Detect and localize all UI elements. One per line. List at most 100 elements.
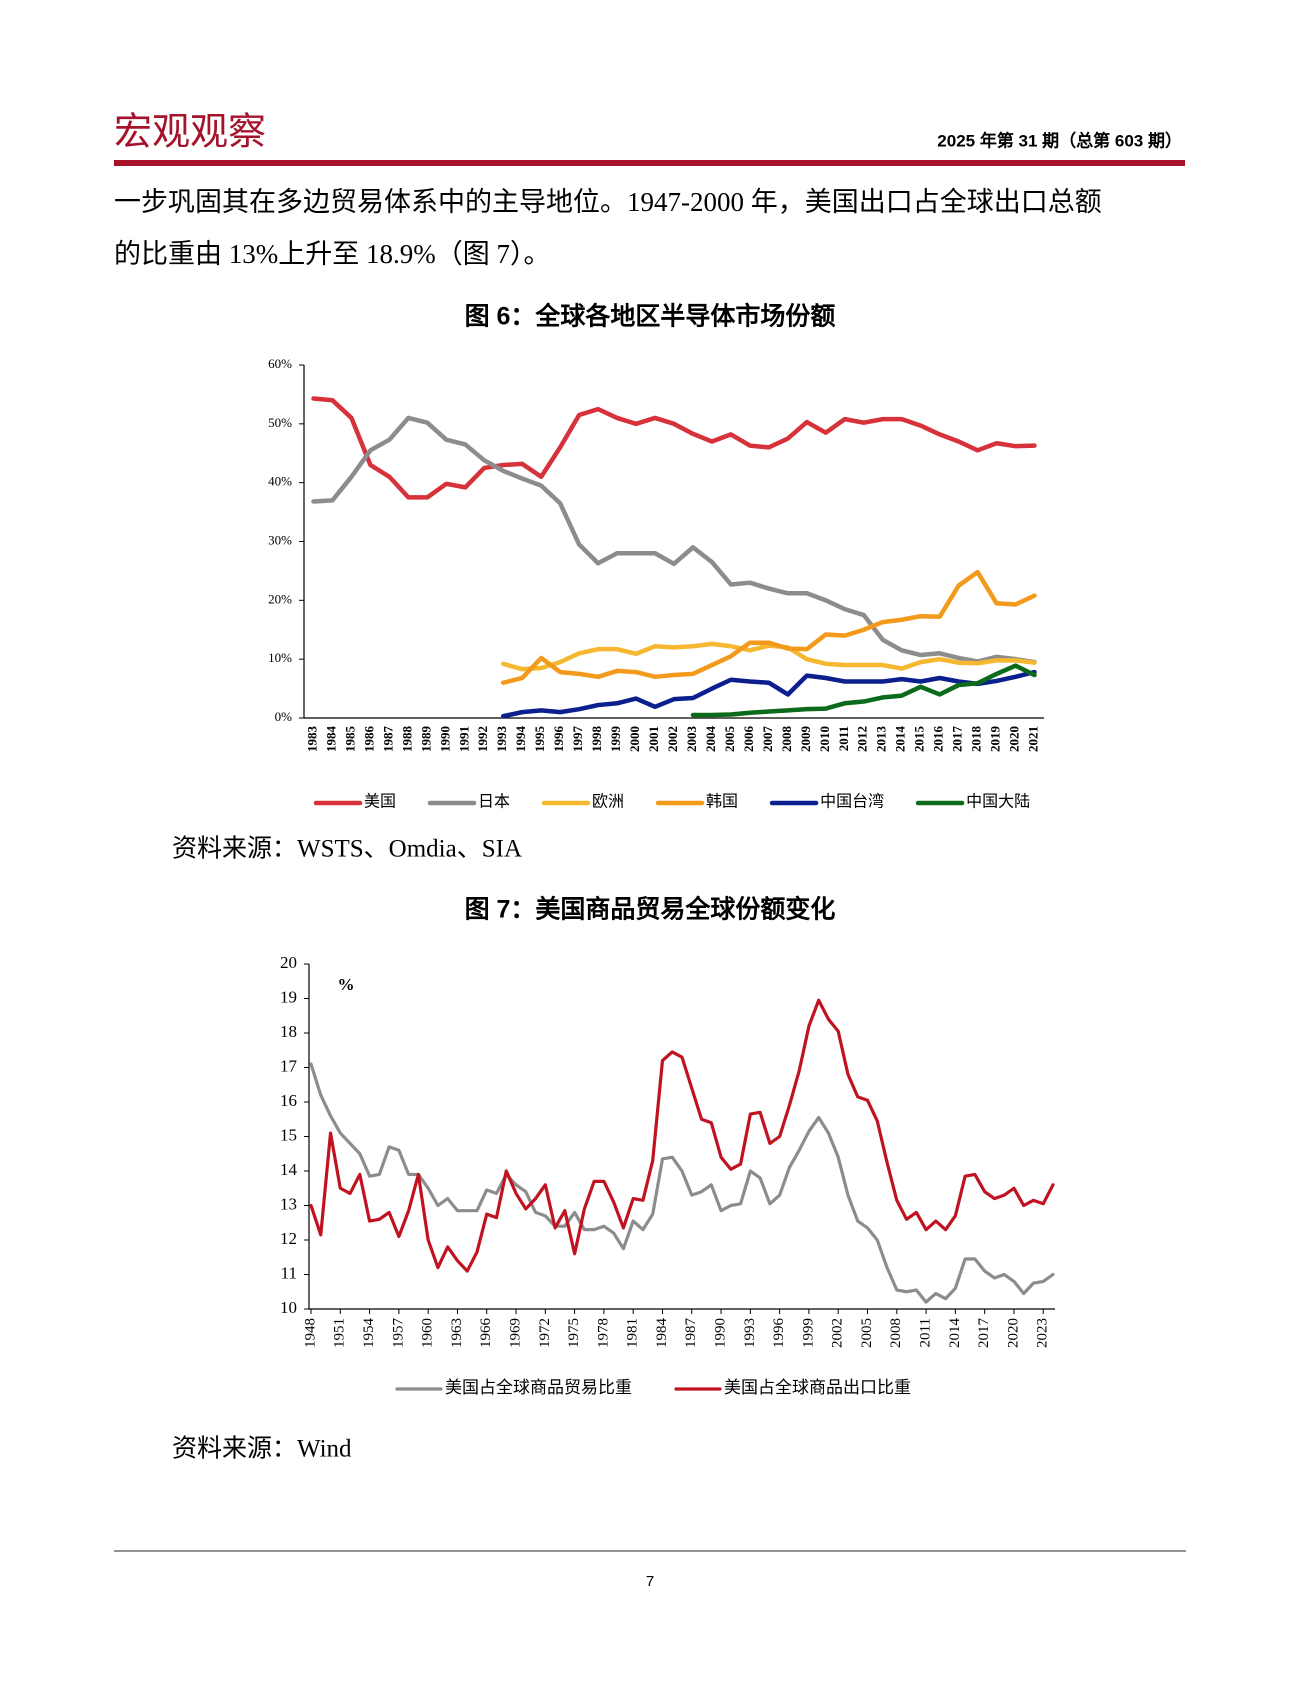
source-note: 资料来源：WSTS、Omdia、SIA <box>172 835 522 863</box>
x-tick-label: 2014 <box>947 1318 963 1349</box>
x-tick-label: 2013 <box>874 726 889 753</box>
y-tick-label: 13 <box>280 1194 297 1213</box>
legend-label: 韩国 <box>706 793 738 811</box>
x-tick-label: 2020 <box>1007 726 1022 752</box>
data-line <box>690 663 1037 718</box>
x-tick-label: 1990 <box>712 1318 728 1348</box>
x-tick-label: 2008 <box>779 726 794 753</box>
data-line <box>500 669 1037 719</box>
data-line <box>309 1062 1055 1304</box>
legend-label: 美国 <box>364 793 396 811</box>
x-tick-label: 2020 <box>1005 1318 1021 1348</box>
x-tick-label: 1978 <box>595 1318 611 1348</box>
x-tick-label: 2014 <box>893 726 908 753</box>
y-tick-label: 20% <box>268 591 292 606</box>
data-line <box>500 641 1037 672</box>
x-tick-label: 1995 <box>532 726 547 753</box>
x-tick-label: 1991 <box>456 726 471 752</box>
data-line <box>311 396 1037 500</box>
x-tick-label: 1990 <box>437 726 452 752</box>
x-tick-label: 1987 <box>380 726 395 753</box>
x-tick-label: 2005 <box>859 1318 875 1348</box>
y-tick-label: 14 <box>280 1160 298 1179</box>
x-tick-label: 1999 <box>800 1318 816 1348</box>
y-tick-label: 17 <box>280 1056 298 1075</box>
x-tick-label: 1975 <box>566 1318 582 1348</box>
x-tick-label: 2015 <box>912 726 927 753</box>
x-tick-label: 2002 <box>665 726 680 752</box>
legend-label: 美国占全球商品出口比重 <box>724 1378 911 1397</box>
header-rule <box>114 160 1185 166</box>
x-tick-label: 1960 <box>420 1318 436 1348</box>
legend-label: 欧洲 <box>592 793 624 811</box>
x-tick-label: 1996 <box>551 726 566 753</box>
legend-label: 美国占全球商品贸易比重 <box>445 1378 632 1397</box>
x-tick-label: 2023 <box>1035 1318 1051 1348</box>
paragraph-line: 一步巩固其在多边贸易体系中的主导地位。1947-2000 年，美国出口占全球出口… <box>114 187 1102 217</box>
y-tick-label: 18 <box>280 1022 297 1041</box>
x-tick-label: 1993 <box>742 1318 758 1348</box>
x-tick-label: 1963 <box>449 1318 465 1348</box>
x-tick-label: 1954 <box>361 1318 377 1349</box>
x-tick-label: 2005 <box>722 726 737 753</box>
x-tick-label: 2008 <box>888 1318 904 1348</box>
data-line <box>311 415 1037 665</box>
x-tick-label: 2004 <box>703 726 718 753</box>
source-note: 资料来源：Wind <box>172 1435 352 1463</box>
x-tick-label: 2016 <box>931 726 946 753</box>
y-tick-label: 19 <box>280 987 297 1006</box>
x-tick-label: 1992 <box>475 726 490 752</box>
legend-label: 中国台湾 <box>820 793 884 811</box>
y-tick-label: 60% <box>268 356 292 371</box>
y-tick-label: 16 <box>280 1091 297 1110</box>
header-issue: 2025 年第 31 期（总第 603 期） <box>937 130 1182 150</box>
x-tick-label: 2009 <box>798 726 813 753</box>
x-tick-label: 1984 <box>323 726 338 753</box>
header-title: 宏观观察 <box>114 112 266 154</box>
x-tick-label: 1993 <box>494 726 509 753</box>
data-line <box>309 998 1055 1273</box>
x-tick-label: 2001 <box>646 726 661 752</box>
x-tick-label: 2012 <box>855 726 870 752</box>
x-tick-label: 1999 <box>608 726 623 753</box>
x-tick-label: 1998 <box>589 726 604 753</box>
y-tick-label: 30% <box>268 532 292 547</box>
x-tick-label: 1985 <box>342 726 357 753</box>
y-tick-label: 11 <box>281 1263 297 1282</box>
y-tick-label: 20 <box>280 953 297 972</box>
x-tick-label: 2021 <box>1025 726 1040 752</box>
x-tick-label: 1972 <box>537 1318 553 1348</box>
legend-label: 中国大陆 <box>966 793 1030 811</box>
x-tick-label: 2006 <box>741 726 756 753</box>
data-line <box>500 569 1037 685</box>
chart-title: 图 6：全球各地区半导体市场份额 <box>465 302 836 331</box>
x-tick-label: 1966 <box>478 1318 494 1349</box>
x-tick-label: 1951 <box>332 1318 348 1348</box>
y-tick-label: 12 <box>280 1229 297 1248</box>
x-tick-label: 2011 <box>836 726 851 751</box>
unit-label: % <box>338 975 355 994</box>
x-tick-label: 2018 <box>969 726 984 753</box>
x-tick-label: 2017 <box>950 726 965 753</box>
x-tick-label: 1986 <box>361 726 376 753</box>
page-number: 7 <box>646 1573 654 1590</box>
legend-label: 日本 <box>478 793 510 811</box>
x-tick-label: 1983 <box>304 726 319 753</box>
x-tick-label: 1969 <box>507 1318 523 1348</box>
y-tick-label: 15 <box>280 1125 297 1144</box>
x-tick-label: 1948 <box>302 1318 318 1348</box>
x-tick-label: 2002 <box>830 1318 846 1348</box>
x-tick-label: 2000 <box>627 726 642 752</box>
y-tick-label: 10 <box>280 1298 297 1317</box>
x-tick-label: 2007 <box>760 726 775 753</box>
x-tick-label: 1988 <box>399 726 414 753</box>
x-tick-label: 1996 <box>771 1318 787 1349</box>
x-tick-label: 2017 <box>976 1318 992 1349</box>
x-tick-label: 2010 <box>817 726 832 752</box>
x-tick-label: 1997 <box>570 726 585 753</box>
x-tick-label: 2003 <box>684 726 699 753</box>
chart-title: 图 7：美国商品贸易全球份额变化 <box>465 895 836 924</box>
x-tick-label: 1989 <box>418 726 433 753</box>
y-tick-label: 40% <box>268 474 292 489</box>
